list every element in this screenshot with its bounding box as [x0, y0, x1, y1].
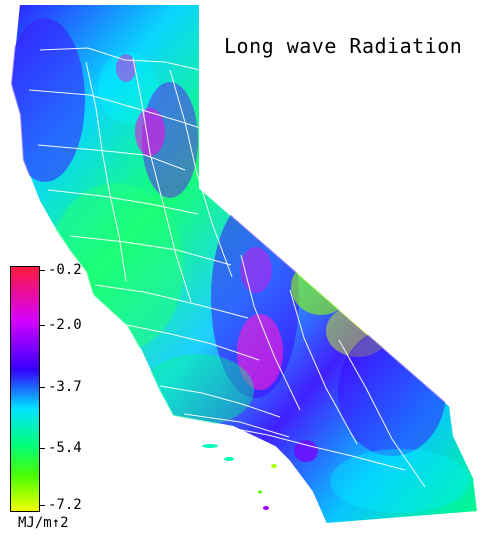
southern-cyan-area	[330, 449, 470, 513]
east-yellow-green-area	[291, 259, 351, 315]
legend-tick-4	[40, 448, 45, 449]
legend-tick-5	[40, 505, 45, 506]
map-title: Long wave Radiation	[224, 34, 463, 58]
channel-island-2	[224, 457, 234, 461]
legend-tick-3	[40, 387, 45, 388]
legend-unit: MJ/m↑2	[18, 515, 69, 531]
south-central-green-area	[142, 354, 254, 426]
coastal-purple-spot	[294, 440, 318, 462]
legend-label-4: -5.4	[48, 440, 82, 456]
north-coast-blue-band	[11, 18, 85, 182]
legend-tick-1	[40, 270, 45, 271]
channel-island-4	[263, 506, 269, 510]
channel-island-1	[202, 444, 218, 448]
legend-label-3: -3.7	[48, 379, 82, 395]
county-boundaries	[28, 47, 439, 488]
channel-island-3	[271, 464, 277, 468]
north-central-cyan-area	[98, 52, 158, 124]
southern-sierra-magenta-spot	[237, 314, 283, 390]
color-scale-bar	[10, 266, 40, 512]
southeast-blue-band	[338, 328, 446, 456]
legend-label-1: -0.2	[48, 262, 82, 278]
legend-label-2: -2.0	[48, 317, 82, 333]
sierra-magenta-spot-upper	[135, 108, 165, 156]
legend-label-5: -7.2	[48, 497, 82, 513]
north-magenta-spot	[116, 54, 136, 82]
legend-tick-2	[40, 325, 45, 326]
channel-island-5	[258, 490, 262, 494]
